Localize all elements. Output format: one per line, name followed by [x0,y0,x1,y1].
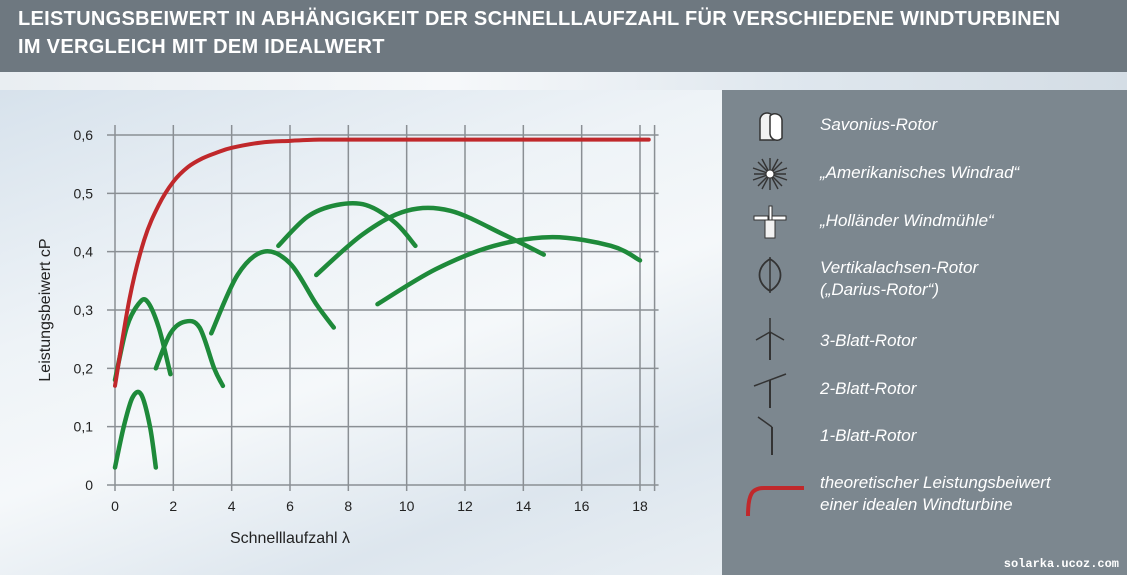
x-axis-label: Schnelllaufzahl λ [230,530,350,547]
y-tick-label: 0,4 [74,244,94,260]
american-windmill-icon [752,158,788,190]
chart: 0 0,1 0,2 0,3 0,4 0,5 0,6 0 2 4 6 8 10 12 14 16 18 Schnel… [37,125,659,547]
x-tick-label: 0 [111,498,119,514]
series-curve-4 [209,249,336,336]
series-curve-5 [276,200,418,249]
two-blade-rotor-icon [753,373,787,408]
legend-label: 3-Blatt-Rotor [820,331,917,350]
legend-label: 1-Blatt-Rotor [820,426,917,445]
x-tick-label: 12 [457,498,473,514]
x-tick-label: 2 [169,498,177,514]
title-line-2: IM VERGLEICH MIT DEM IDEALWERT [18,36,385,58]
legend-label: Savonius-Rotor [820,115,938,134]
x-tick-label: 18 [632,498,648,514]
series-curve-6 [314,205,546,278]
legend-label-line-1: theoretischer Leistungsbeiwert [820,473,1051,492]
savonius-rotor-icon [759,112,783,141]
ideal-curve-line [113,137,651,388]
legend-label-line-2: einer idealen Windturbine [820,495,1013,514]
title-line-1: LEISTUNGSBEIWERT IN ABHÄNGIGKEIT DER SCH… [18,8,1061,30]
dutch-windmill-icon [753,205,787,239]
legend-label: Vertikalachsen-Rotor („Darius-Rotor“) [820,257,978,301]
x-tick-label: 14 [516,498,532,514]
x-tick-label: 16 [574,498,590,514]
three-blade-rotor-icon [755,318,785,360]
ideal-curve-icon [746,486,804,517]
y-axis-label: Leistungsbeiwert cP [37,238,54,381]
legend-label: theoretischer Leistungsbeiwert einer ide… [820,472,1051,516]
header: LEISTUNGSBEIWERT IN ABHÄNGIGKEIT DER SCH… [0,0,1127,72]
x-tick-label: 10 [399,498,415,514]
legend-panel: Savonius-Rotor „Amerikanisches Windrad“ … [722,90,1127,575]
watermark: solarka.ucoz.com [1003,557,1119,571]
series-curve-1 [112,389,159,470]
y-tick-label: 0,5 [74,185,94,201]
legend-label-line-1: Vertikalachsen-Rotor [820,258,979,277]
y-tick-label: 0,1 [74,419,94,435]
series-curve-7 [375,234,643,307]
header-strip [0,72,1127,90]
series-curve-3 [153,318,226,389]
legend-label: „Amerikanisches Windrad“ [820,163,1020,182]
plot-panel [0,90,722,575]
one-blade-rotor-icon [757,416,773,455]
darrieus-rotor-icon [758,257,782,293]
y-tick-label: 0,6 [74,127,94,143]
x-tick-label: 4 [228,498,236,514]
legend-label: 2-Blatt-Rotor [820,379,917,398]
y-tick-label: 0,3 [74,302,94,318]
legend-label-line-2: („Darius-Rotor“) [820,280,939,299]
x-tick-label: 8 [344,498,352,514]
y-tick-label: 0,2 [74,360,94,376]
y-tick-label: 0 [85,477,93,493]
x-tick-label: 6 [286,498,294,514]
legend-label: „Holländer Windmühle“ [820,211,994,230]
